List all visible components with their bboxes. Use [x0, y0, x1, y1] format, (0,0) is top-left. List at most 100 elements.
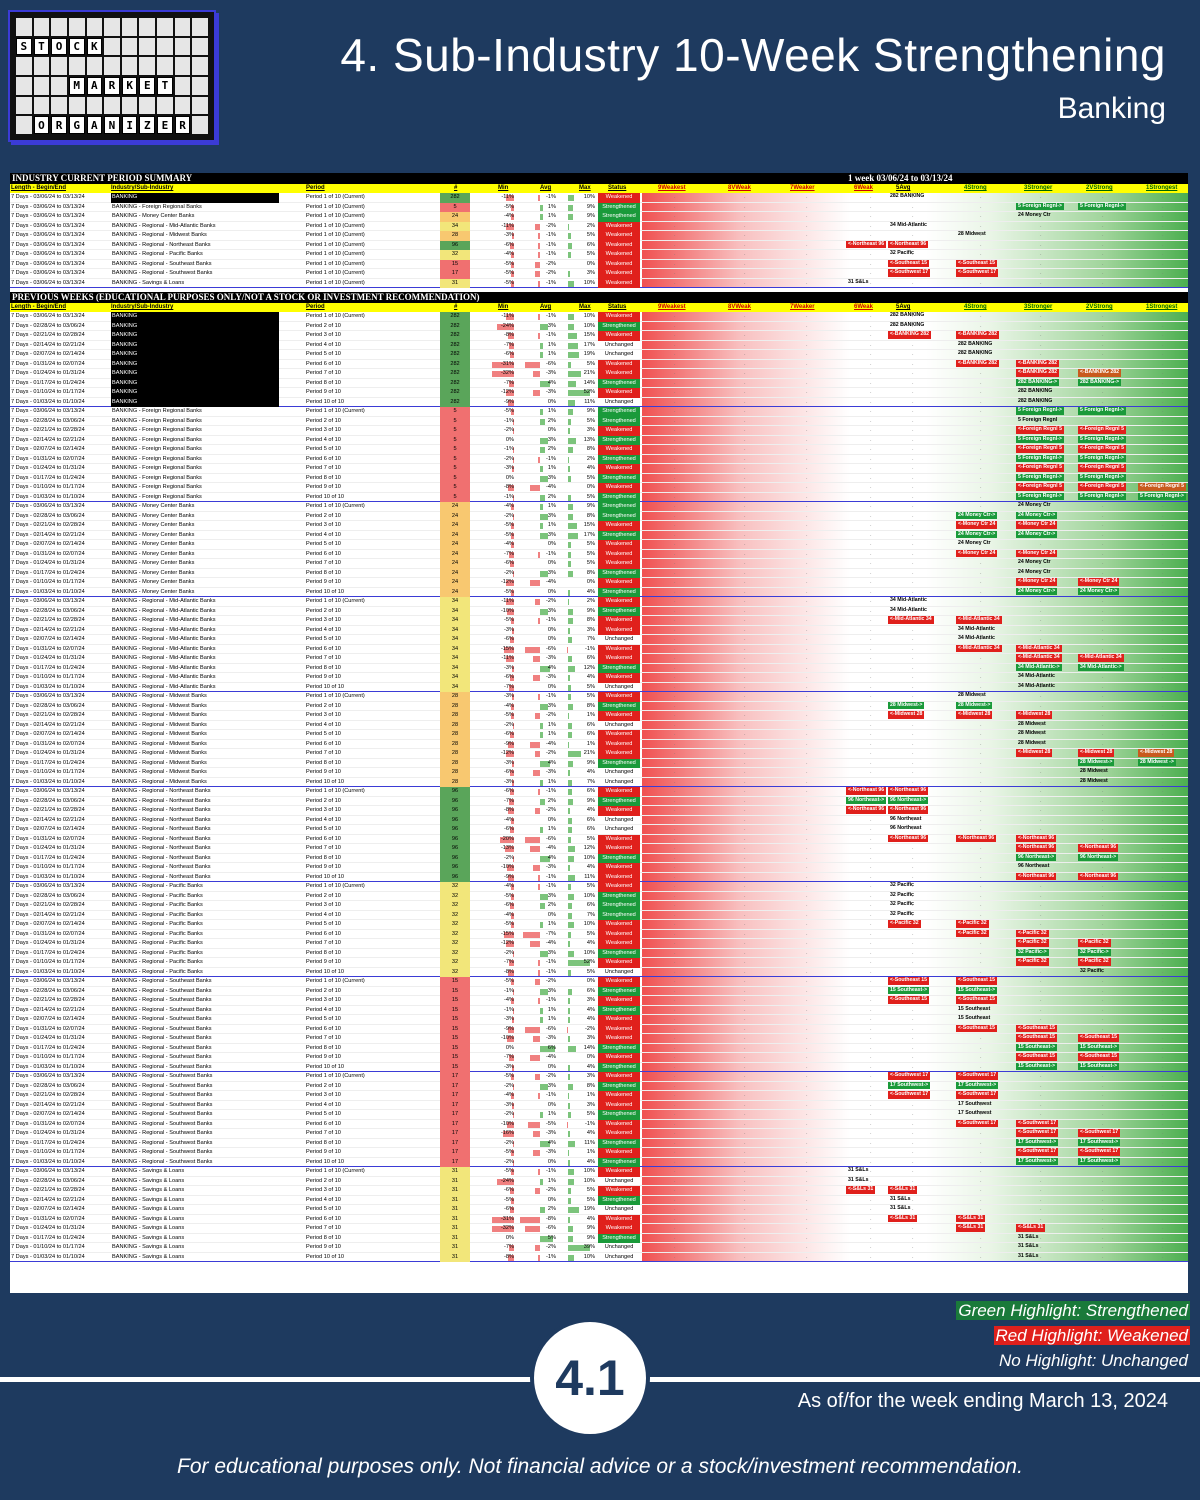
cell-industry: BANKING - Savings & Loans — [112, 1187, 185, 1193]
level-cell-dot: . — [1162, 598, 1164, 604]
min-bar — [507, 865, 514, 871]
cell-avg: -3% — [546, 370, 556, 376]
level-cell-dot: . — [744, 845, 746, 851]
level-cell-dot: . — [870, 332, 872, 338]
cell-status: Strengthened — [598, 1005, 640, 1015]
cell-period: Period 7 of 10 — [306, 370, 341, 376]
cell-min: -2% — [504, 1158, 514, 1165]
cell-avg: -2% — [546, 1073, 556, 1079]
cell-count: 96 — [440, 834, 470, 844]
level-tag: 282 BANKING — [890, 193, 925, 199]
cell-avg: -1% — [546, 194, 556, 200]
level-cell-dot: . — [1162, 978, 1164, 984]
cell-status: Weakened — [598, 597, 640, 607]
table-row: 7 Days - 02/14/24 to 02/21/24 BANKING - R… — [10, 1100, 1188, 1110]
level-cell-dot: . — [744, 522, 746, 528]
table-row: 7 Days - 02/28/24 to 03/06/24 BANKING Peri… — [10, 321, 1188, 331]
cell-period: Period 1 of 10 (Current) — [306, 1168, 365, 1174]
cell-industry: BANKING - Savings & Loans — [112, 1177, 185, 1184]
level-cell-dot: . — [912, 1035, 914, 1041]
level-cell-dot: . — [912, 949, 914, 956]
level-cell-dot: . — [744, 232, 746, 238]
logo-letter: N — [104, 116, 120, 134]
level-cell-dot: . — [674, 759, 676, 766]
level-tag: <-Southwest 17 — [1016, 1129, 1059, 1137]
cell-avg: 3% — [547, 1082, 556, 1089]
cell-length: 7 Days - 02/28/24 to 03/06/24 — [11, 987, 85, 994]
cell-period: Period 10 of 10 — [306, 398, 344, 405]
level-cell-dot: . — [674, 1177, 676, 1184]
level-tag: 24 Money Ctr-> — [1016, 587, 1058, 595]
level-cell-dot: . — [806, 341, 808, 348]
min-bar — [509, 1188, 514, 1194]
cell-avg: -3% — [546, 1149, 556, 1155]
cell-industry: BANKING — [111, 331, 279, 341]
level-cell-dot: . — [806, 1225, 808, 1231]
level-cell-dot: . — [674, 379, 676, 386]
cell-min: -11% — [501, 313, 514, 319]
cell-period: Period 2 of 10 — [306, 1177, 341, 1184]
avg-bar — [540, 893, 548, 900]
level-cell-dot: . — [674, 674, 676, 680]
logo-tile — [157, 18, 173, 36]
level-cell-dot: . — [980, 1177, 982, 1184]
cell-length: 7 Days - 03/06/24 to 03/13/24 — [11, 241, 85, 248]
level-cell-dot: . — [1162, 474, 1164, 481]
cell-avg: -1% — [546, 251, 556, 257]
cell-length: 7 Days - 01/31/24 to 02/07/24 — [11, 645, 85, 652]
level-tag: <-Money Ctr 24 — [1016, 578, 1058, 586]
cell-industry: BANKING - Savings & Loans — [112, 1196, 185, 1203]
level-tag: 5 Foreign Regnl-> — [1078, 492, 1126, 500]
cell-min: -11% — [501, 222, 514, 229]
cell-length: 7 Days - 01/17/24 to 01/24/24 — [11, 1234, 85, 1241]
cell-industry: BANKING - Regional - Midwest Banks — [112, 721, 207, 728]
cell-status: Weakened — [598, 231, 640, 241]
min-bar — [492, 371, 514, 377]
min-bar — [497, 323, 514, 330]
level-cell-dot: . — [1162, 1187, 1164, 1193]
level-cell-dot: . — [806, 997, 808, 1003]
level-cell-dot: . — [744, 1158, 746, 1165]
level-cell-dot: . — [1040, 1168, 1042, 1174]
level-cell-dot: . — [674, 645, 676, 652]
level-cell-dot: . — [870, 1082, 872, 1089]
level-cell-dot: . — [744, 1035, 746, 1041]
cell-avg: -5% — [546, 1120, 556, 1127]
avg-bar — [537, 551, 540, 558]
cell-max: 5% — [586, 417, 595, 424]
cell-max: 4% — [586, 674, 595, 680]
level-cell-dot: . — [980, 213, 982, 219]
cell-avg: 2% — [547, 902, 556, 908]
current-summary-header: INDUSTRY CURRENT PERIOD SUMMARY 1 week 0… — [10, 173, 1188, 184]
min-bar — [508, 485, 514, 491]
min-bar — [512, 456, 514, 463]
cell-length: 7 Days - 03/06/24 to 03/13/24 — [11, 213, 85, 219]
level-cell-dot: . — [1040, 260, 1042, 267]
cell-min: -6% — [504, 351, 514, 357]
min-bar — [511, 998, 514, 1004]
cell-avg: -1% — [546, 617, 556, 623]
avg-bar — [540, 827, 543, 833]
cell-status: Strengthened — [598, 901, 640, 911]
level-cell-dot: . — [674, 1006, 676, 1013]
cell-length: 7 Days - 02/14/24 to 02/21/24 — [11, 1196, 85, 1203]
level-cell-dot: . — [980, 436, 982, 443]
cell-max: 0% — [586, 1054, 595, 1060]
level-cell-dot: . — [1040, 332, 1042, 338]
max-bar — [568, 627, 570, 634]
level-cell-dot: . — [744, 607, 746, 614]
level-cell-dot: . — [1162, 778, 1164, 785]
level-cell-dot: . — [980, 883, 982, 889]
table-row: 7 Days - 03/06/24 to 03/13/24 BANKING - R… — [10, 882, 1188, 892]
cell-status: Weakened — [598, 483, 640, 493]
level-cell-dot: . — [912, 1149, 914, 1155]
cell-length: 7 Days - 01/17/24 to 01/24/24 — [11, 1139, 85, 1146]
logo-tile — [33, 18, 50, 36]
cell-max: 5% — [586, 360, 595, 367]
min-bar — [510, 979, 514, 985]
cell-period: Period 10 of 10 — [306, 493, 344, 500]
cell-min: -8% — [504, 807, 514, 813]
cell-period: Period 4 of 10 — [306, 721, 341, 728]
cell-period: Period 3 of 10 — [306, 1187, 341, 1193]
level-cell-dot: . — [674, 607, 676, 614]
